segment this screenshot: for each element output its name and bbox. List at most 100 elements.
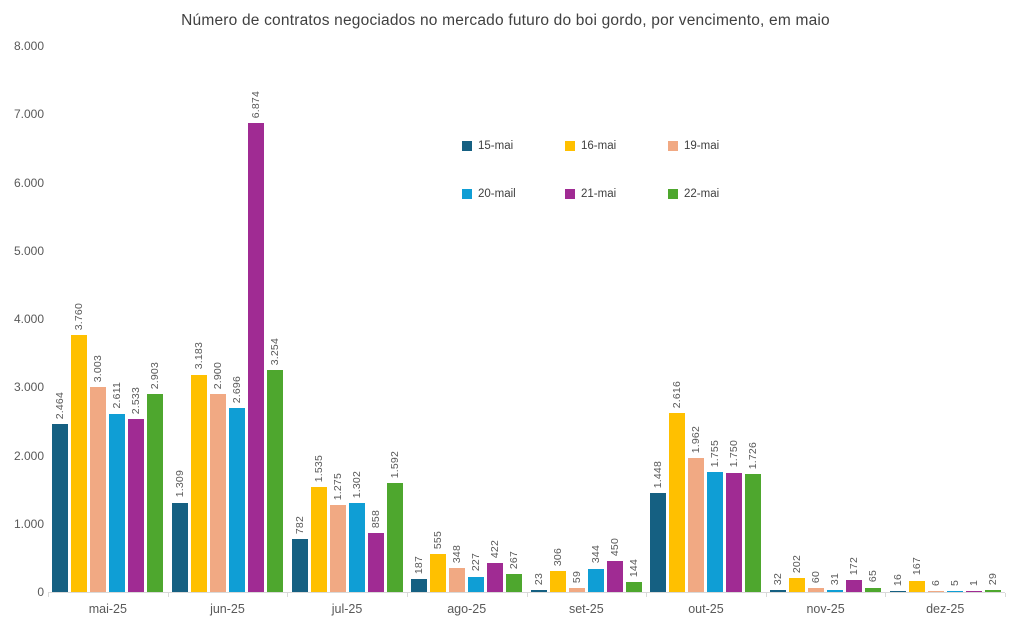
bar-value-label: 450	[608, 538, 621, 557]
bar-value-label: 60	[810, 570, 823, 583]
bar-21-mai-dez-25	[965, 591, 982, 592]
bar-slot: 29	[984, 46, 1001, 592]
bar-slot: 344	[587, 46, 604, 592]
bar-20-mail-ago-25	[468, 576, 485, 592]
x-category-label: jun-25	[210, 602, 245, 616]
bar-15-mai-out-25	[650, 493, 667, 592]
category-group-set-25: 23 306 59 344 450 144	[527, 46, 647, 592]
bar-15-mai-jul-25	[291, 538, 308, 592]
legend-swatch-icon	[668, 141, 678, 151]
bar-slot: 306	[549, 46, 566, 592]
bar-21-mai-ago-25	[487, 563, 504, 592]
category-group-mai-25: 2.464 3.760 3.003 2.611 2.533 2.903	[48, 46, 168, 592]
bar-value-label: 3.003	[92, 354, 105, 383]
bar-slot: 2.533	[128, 46, 145, 592]
bar-value-label: 29	[986, 572, 999, 586]
bar-slot: 555	[430, 46, 447, 592]
bar-slot: 16	[889, 46, 906, 592]
bar-16-mai-dez-25	[908, 580, 925, 592]
bar-value-label: 172	[848, 557, 861, 576]
bar-15-mai-mai-25	[52, 423, 69, 592]
bar-value-label: 167	[910, 557, 923, 576]
bar-21-mai-mai-25	[128, 419, 145, 592]
bar-value-label: 2.903	[149, 361, 162, 389]
bar-22-mai-jun-25	[266, 369, 283, 592]
bar-value-label: 267	[508, 550, 521, 569]
bar-value-label: 187	[413, 556, 426, 575]
bar-slot: 1.535	[310, 46, 327, 592]
bar-value-label: 348	[451, 545, 464, 564]
bar-16-mai-set-25	[549, 571, 566, 592]
legend-item-20-mail: 20-mail	[462, 188, 565, 200]
legend-label: 22-mai	[684, 188, 720, 200]
bar-slot: 1.755	[707, 46, 724, 592]
bar-slot: 1.962	[688, 46, 705, 592]
bar-15-mai-set-25	[530, 590, 547, 592]
bar-value-label: 344	[589, 545, 602, 564]
x-axis-tick	[1005, 593, 1006, 597]
bar-value-label: 59	[570, 570, 583, 583]
bar-slot: 2.611	[109, 46, 126, 592]
bar-slot: 2.464	[52, 46, 69, 592]
x-axis-tick	[406, 593, 408, 597]
bar-value-label: 422	[489, 540, 502, 559]
legend-swatch-icon	[462, 189, 472, 199]
y-tick-label: 3.000	[13, 380, 44, 395]
bar-slot: 858	[367, 46, 384, 592]
bar-15-mai-jun-25	[171, 502, 188, 592]
bar-value-label: 2.696	[230, 375, 243, 403]
legend-label: 19-mai	[684, 140, 720, 152]
legend-swatch-icon	[462, 141, 472, 151]
legend-label: 15-mai	[478, 140, 514, 152]
bar-15-mai-ago-25	[411, 579, 428, 592]
bar-value-label: 3.760	[73, 303, 86, 331]
bar-value-label: 2.611	[111, 382, 124, 409]
bar-slot: 782	[291, 46, 308, 592]
bar-value-label: 1.726	[747, 441, 760, 470]
bar-19-mai-ago-25	[449, 568, 466, 592]
x-category-label: out-25	[688, 602, 724, 616]
bar-value-label: 3.183	[192, 342, 205, 370]
bar-19-mai-dez-25	[927, 591, 944, 592]
bar-15-mai-dez-25	[889, 590, 906, 592]
bar-19-mai-nov-25	[808, 587, 825, 592]
bar-value-label: 2.900	[211, 361, 224, 390]
x-category-label: set-25	[568, 602, 604, 616]
bar-21-mai-nov-25	[846, 580, 863, 592]
bar-21-mai-set-25	[606, 561, 623, 592]
legend-swatch-icon	[565, 189, 575, 199]
bar-slot: 167	[908, 46, 925, 592]
y-tick-label: 6.000	[13, 175, 44, 190]
bar-value-label: 6.874	[249, 90, 262, 118]
bar-16-mai-jun-25	[190, 374, 207, 592]
bar-22-mai-mai-25	[147, 393, 164, 592]
x-axis-tick	[646, 593, 648, 597]
x-axis-tick	[48, 593, 49, 597]
bar-value-label: 1.302	[350, 470, 363, 499]
bar-20-mail-nov-25	[827, 589, 844, 592]
bar-20-mail-out-25	[707, 472, 724, 592]
bar-21-mai-jun-25	[247, 122, 264, 592]
legend-label: 20-mail	[478, 188, 516, 200]
bar-16-mai-jul-25	[310, 487, 327, 592]
bar-slot: 6	[927, 46, 944, 592]
bar-value-label: 1.962	[690, 425, 703, 454]
bar-slot: 31	[827, 46, 844, 592]
chart-title: Número de contratos negociados no mercad…	[181, 12, 830, 29]
bar-16-mai-out-25	[669, 413, 686, 592]
bar-slot: 172	[846, 46, 863, 592]
bar-slot: 1.309	[171, 46, 188, 592]
bar-slot: 2.616	[669, 46, 686, 592]
bar-22-mai-out-25	[745, 474, 762, 592]
category-group-jun-25: 1.309 3.183 2.900 2.696 6.874 3.254	[168, 46, 288, 592]
bar-slot: 2.903	[147, 46, 164, 592]
bar-value-label: 1.309	[173, 470, 186, 498]
bar-slot: 1.302	[348, 46, 365, 592]
bar-slot: 60	[808, 46, 825, 592]
bar-20-mail-mai-25	[109, 413, 126, 592]
bar-slot: 23	[530, 46, 547, 592]
legend-item-22-mai: 22-mai	[668, 188, 771, 200]
bar-slot: 1.592	[386, 46, 403, 592]
bar-value-label: 32	[772, 572, 785, 585]
